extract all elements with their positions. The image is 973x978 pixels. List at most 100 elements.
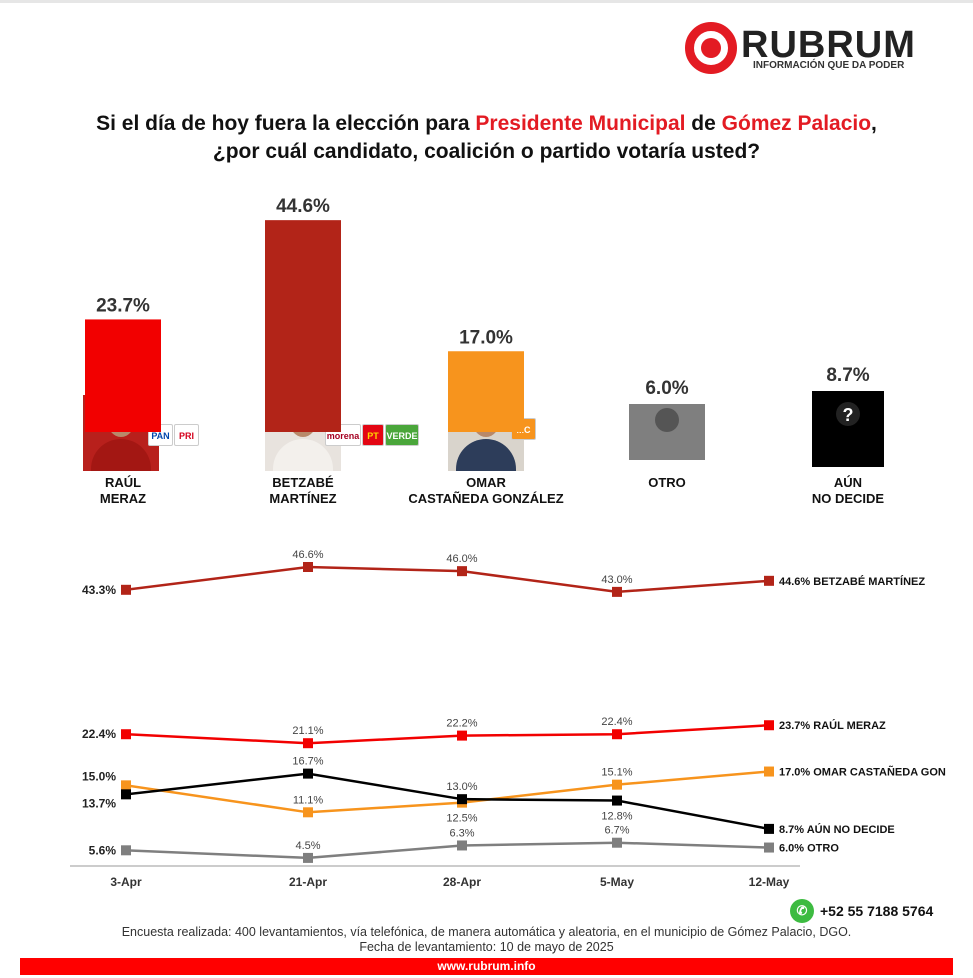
title-highlight-office: Presidente Municipal [475,112,686,135]
data-point [612,837,622,848]
data-point [457,730,467,741]
bar-value-label: 44.6% [276,196,330,217]
data-point [612,729,622,740]
data-point [612,586,622,597]
data-label: 6.7% [604,825,629,837]
series-1: 22.4% 21.1% 22.2% 22.4% 23.7% RAÚL MERAZ [82,716,886,749]
data-point [764,720,774,731]
phone-number: +52 55 7188 5764 [820,903,934,919]
data-point [764,575,774,586]
series-3: 13.7% 16.7% 13.0% 12.8% 8.7% AÚN NO DECIDE [82,756,895,836]
data-label: 23.7% RAÚL MERAZ [779,719,886,732]
title-text: de [685,112,722,135]
data-point [612,779,622,790]
title-text: Si el día de hoy fuera la elección para [96,112,476,135]
data-label: 46.6% [292,549,323,561]
silhouette-head-icon [655,408,679,432]
data-label: 5.6% [89,843,117,857]
chart-title-line1: Si el día de hoy fuera la elección para … [0,112,973,136]
series-4: 5.6% 4.5% 6.3% 6.7% 6.0% OTRO [89,825,839,863]
data-point [303,562,313,572]
data-label: 12.8% [601,811,632,823]
data-label: 13.7% [82,796,116,810]
series-0: 43.3% 46.6% 46.0% 43.0% 44.6% BETZABÉ MARTÍN… [82,549,925,597]
data-point [303,738,313,749]
series-2: 15.0% 11.1% 12.5% 15.1% 17.0% OMAR CASTAÑEDA… [82,766,946,825]
bar [448,351,524,432]
x-tick-label: 12-May [749,875,790,889]
party-logo-pt: PT [362,424,384,446]
data-label: 44.6% BETZABÉ MARTÍNEZ [779,575,925,588]
series-line [125,565,770,594]
top-divider [0,0,973,3]
data-label: 22.2% [446,718,477,730]
data-point [612,795,622,806]
data-label: 15.1% [601,767,632,779]
whatsapp-contact[interactable]: ✆ +52 55 7188 5764 [790,899,933,923]
data-point [121,729,131,740]
data-label: 22.4% [601,716,632,728]
data-point [121,789,131,800]
logo-name: RUBRUM [741,24,916,66]
chart-title-line2: ¿por cuál candidato, coalición o partido… [212,140,761,163]
data-point [457,566,467,577]
candidate-name: OTRO [648,475,686,490]
data-label: 8.7% AÚN NO DECIDE [779,823,895,836]
party-logo-verde: VERDE [385,424,419,446]
data-label: 43.0% [601,574,632,586]
title-highlight-city: Gómez Palacio [721,112,872,135]
data-label: 15.0% [82,769,116,783]
question-mark-icon: ? [843,405,854,425]
data-label: 12.5% [446,813,477,825]
data-label: 46.0% [446,553,477,565]
data-point [121,845,131,856]
candidate-name: BETZABÉ MARTÍNEZ [269,475,337,506]
data-label: 43.3% [82,583,116,597]
x-tick-label: 5-May [600,875,634,889]
bar-value-label: 6.0% [645,378,688,399]
bar-value-label: 17.0% [459,327,513,348]
data-point [764,823,774,834]
bar-value-label: 8.7% [826,365,869,386]
data-point [457,794,467,805]
candidate-name: AÚN NO DECIDE [811,475,885,506]
data-point [303,852,313,863]
chart-canvas: 23.7% 44.6% 17.0% 6.0% 8.7%? 3-Apr 21-Apr 28-Ap… [70,196,946,889]
data-label: 6.0% OTRO [779,843,839,855]
survey-note: Encuesta realizada: 400 levantamientos, … [121,925,852,939]
title-text: , [871,112,877,135]
data-point [764,842,774,853]
data-point [764,766,774,777]
logo-ring-icon [685,22,737,74]
bar [265,220,341,432]
x-tick-label: 3-Apr [110,875,142,889]
data-label: 6.3% [449,827,474,839]
data-label: 13.0% [446,781,477,793]
data-point [303,768,313,779]
party-logo-pri: PRI [174,424,199,446]
data-label: 11.1% [293,794,324,806]
candidate-name: OMAR CASTAÑEDA GONZÁLEZ [408,475,564,506]
data-point [121,780,131,791]
logo-tagline: INFORMACIÓN QUE DA PODER [753,60,905,71]
x-tick-label: 28-Apr [443,875,481,889]
data-label: 21.1% [292,725,323,737]
series-line [125,841,770,860]
bar [85,319,161,432]
data-point [457,840,467,851]
candidate-name: RAÚL MERAZ [99,475,147,506]
rubrum-logo: RUBRUM INFORMACIÓN QUE DA PODER [685,22,945,74]
bar-value-label: 23.7% [96,295,150,316]
survey-date: Fecha de levantamiento: 10 de mayo de 20… [359,940,614,954]
whatsapp-icon: ✆ [790,899,814,923]
data-label: 4.5% [295,840,320,852]
website-link[interactable]: www.rubrum.info [20,958,953,975]
data-point [303,807,313,818]
data-label: 22.4% [82,727,116,741]
data-label: 17.0% OMAR CASTAÑEDA GON [779,766,946,779]
silhouette-head-icon [836,402,860,426]
logo-dot-icon [701,38,721,58]
data-label: 16.7% [292,756,323,768]
data-point [121,584,131,595]
x-tick-label: 21-Apr [289,875,327,889]
